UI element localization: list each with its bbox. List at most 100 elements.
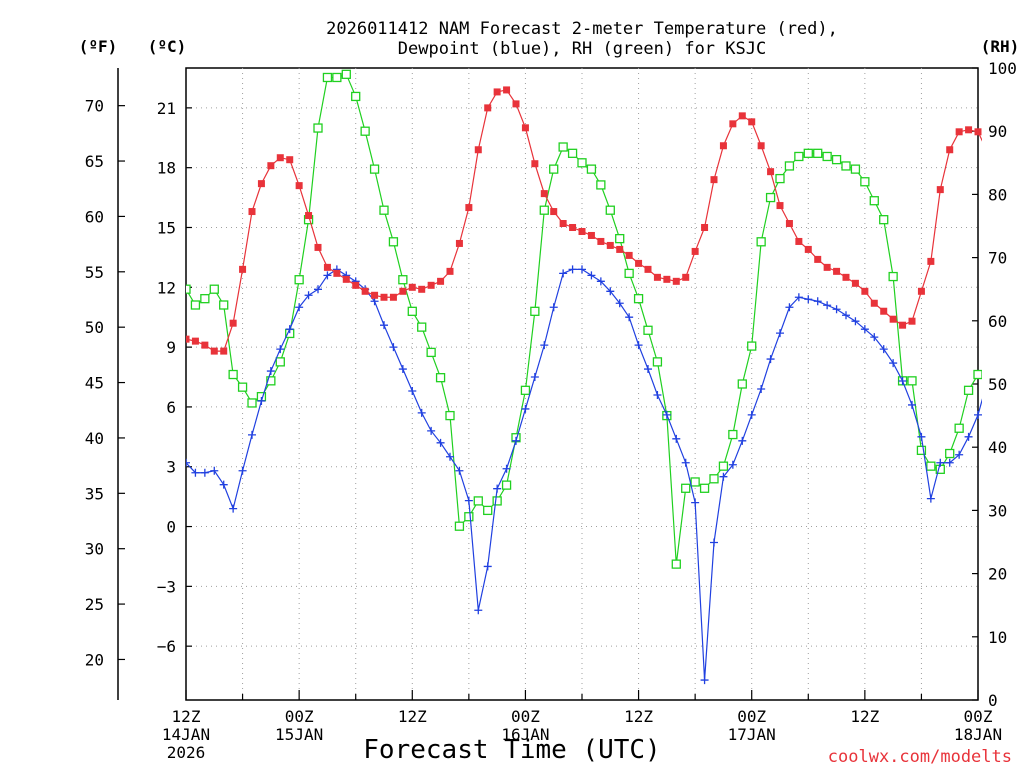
rh-point <box>530 306 540 316</box>
rh-point <box>633 294 644 304</box>
temperature-point <box>465 204 473 212</box>
temperature-point <box>682 273 690 281</box>
dewpoint-point <box>219 480 228 489</box>
rh-tick-label: 60 <box>988 312 1007 331</box>
temperature-point <box>899 321 907 329</box>
temperature-point <box>889 315 897 323</box>
rh-point <box>275 357 285 367</box>
dewpoint-point <box>644 365 652 374</box>
dewpoint-point <box>417 408 426 417</box>
dewpoint-point <box>568 265 577 274</box>
temperature-point <box>597 237 605 245</box>
dewpoint-point <box>238 466 247 475</box>
temperature-point <box>512 100 520 108</box>
dewpoint-point <box>719 472 728 481</box>
rh-point <box>869 196 879 206</box>
temperature-point <box>823 263 831 271</box>
dewpoint-point <box>578 265 586 274</box>
temperature-point <box>767 168 775 176</box>
rh-point <box>539 205 549 215</box>
rh-point <box>228 369 238 380</box>
dewpoint-point <box>653 390 662 399</box>
temperature-point <box>757 142 765 150</box>
temperature-point <box>389 293 397 301</box>
rh-point <box>186 284 191 294</box>
dewpoint-point <box>266 367 275 376</box>
dewpoint-point <box>691 498 700 507</box>
rh-point <box>351 91 361 102</box>
fahrenheit-tick-label: 30 <box>85 540 104 559</box>
dewpoint-point <box>832 305 841 314</box>
temperature-point <box>974 128 982 136</box>
rh-point <box>379 205 389 215</box>
fahrenheit-tick-label: 45 <box>85 374 104 393</box>
dewpoint-point <box>955 450 964 459</box>
temperature-point <box>295 182 303 190</box>
dewpoint-point <box>606 287 615 296</box>
dewpoint-point <box>464 496 473 505</box>
dewpoint-point <box>889 359 898 368</box>
temperature-point <box>851 279 859 287</box>
rh-point <box>813 148 823 158</box>
dewpoint-point <box>285 325 294 334</box>
temperature-point <box>342 275 350 283</box>
rh-tick-label: 20 <box>988 565 1007 584</box>
temperature-point <box>305 212 313 220</box>
temperature-point <box>663 275 671 283</box>
temperature-point <box>776 202 784 210</box>
temperature-point <box>578 227 586 235</box>
fahrenheit-tick-label: 70 <box>85 97 104 116</box>
rh-point <box>558 142 568 152</box>
rh-point <box>916 445 927 456</box>
temperature-point <box>352 281 360 289</box>
dewpoint-point <box>974 410 982 419</box>
rh-point <box>926 461 936 471</box>
x-tick-label: 16JAN <box>501 725 549 744</box>
dewpoint-point <box>766 355 775 364</box>
dewpoint-point <box>427 426 436 435</box>
temperature-point <box>927 257 935 265</box>
rh-point <box>492 496 502 506</box>
temperature-point <box>880 307 888 315</box>
dewpoint-point <box>502 464 511 473</box>
rh-point <box>520 385 531 395</box>
celsius-tick-label: 6 <box>166 398 176 417</box>
temperature-point <box>550 208 558 216</box>
dewpoint-point <box>186 458 190 467</box>
fahrenheit-tick-label: 60 <box>85 207 104 226</box>
x-tick-label: 00Z <box>285 707 314 726</box>
dewpoint-point <box>408 386 417 395</box>
celsius-tick-label: −3 <box>157 577 176 596</box>
temperature-point <box>936 186 944 194</box>
temperature-point <box>984 148 991 155</box>
dewpoint-point <box>530 373 539 382</box>
rh-point <box>681 483 691 493</box>
temperature-point <box>210 347 218 355</box>
rh-point <box>624 268 634 279</box>
temperature-point <box>503 86 511 94</box>
temperature-point <box>691 247 699 255</box>
rh-point <box>709 474 719 484</box>
rh-point <box>483 505 493 516</box>
temperature-point <box>606 241 614 249</box>
temperature-point <box>186 335 190 343</box>
dewpoint-point <box>662 410 671 419</box>
temperature-point <box>531 160 539 168</box>
dewpoint-point <box>747 410 756 419</box>
temperature-point <box>484 104 492 112</box>
rh-point <box>907 376 917 386</box>
temperature-point <box>587 231 595 239</box>
rh-point <box>369 164 380 174</box>
dewpoint-point <box>304 291 313 300</box>
dewpoint-point <box>389 343 398 352</box>
rh-point <box>860 177 870 187</box>
dewpoint-point <box>248 430 256 439</box>
rh-point <box>322 72 333 83</box>
rh-point <box>247 398 257 408</box>
dewpoint-point <box>559 269 568 278</box>
rh-point <box>398 275 408 285</box>
temperature-point <box>474 146 482 154</box>
temperature-point <box>427 281 435 289</box>
rh-tick-label: 70 <box>988 249 1007 268</box>
temperature-point <box>333 269 341 277</box>
